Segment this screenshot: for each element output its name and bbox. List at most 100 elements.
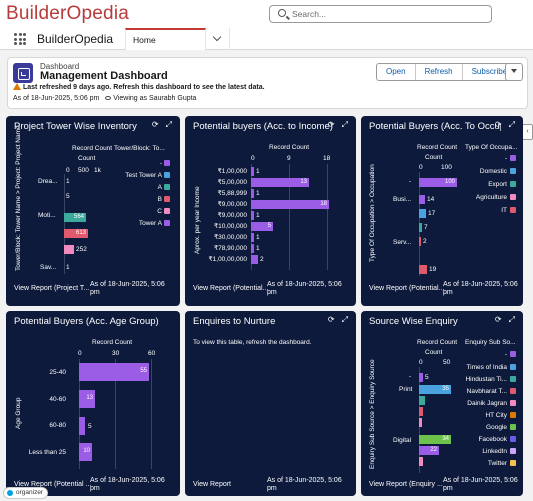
chart-bar[interactable] <box>251 211 254 220</box>
expand-icon[interactable]: ⤢ <box>508 120 515 129</box>
chart-bar[interactable] <box>419 396 425 405</box>
chart-bar[interactable] <box>64 245 74 254</box>
more-actions-dropdown[interactable] <box>505 63 523 81</box>
app-launcher-icon[interactable] <box>14 33 26 45</box>
chart-bar[interactable]: 13 <box>251 178 309 187</box>
data-label: 5 <box>425 374 429 381</box>
chart-bar[interactable] <box>419 223 422 232</box>
view-report-link[interactable]: View Report (Project T... <box>14 285 90 292</box>
chart-bar[interactable]: 55 <box>79 363 149 381</box>
view-report-link[interactable]: View Report (Potential... <box>369 285 445 292</box>
legend-item: LinkedIn <box>482 448 507 455</box>
legend-swatch <box>510 351 516 357</box>
global-search-input[interactable]: Search... <box>269 5 492 23</box>
tick-label: 9 <box>287 155 291 162</box>
category-label: Sav... <box>40 264 57 271</box>
refresh-button[interactable]: Refresh <box>416 64 463 80</box>
page-title: Management Dashboard <box>40 70 168 82</box>
chart-bar[interactable]: 613 <box>64 229 88 238</box>
view-report-link[interactable]: View Report (Potential ... <box>14 481 92 488</box>
app-logo[interactable]: BuilderOpedia <box>6 3 130 24</box>
panel-tower-inventory: Project Tower Wise Inventory ⟳ ⤢ Record C… <box>6 116 180 306</box>
expand-icon[interactable]: ⤢ <box>341 120 348 129</box>
data-label: 7 <box>424 224 428 231</box>
panel-toggle-handle[interactable]: ‹ <box>522 124 533 140</box>
chart-bar[interactable] <box>419 407 423 416</box>
refresh-icon[interactable]: ⟳ <box>494 315 502 324</box>
as-of-text: As of 18-Jun-2025, 5:06 pm Viewing as Sa… <box>13 95 196 102</box>
dashboard-icon <box>13 63 33 83</box>
chart-bar[interactable]: 5 <box>251 222 273 231</box>
data-label: 1 <box>66 178 70 185</box>
panel-title: Potential buyers (Acc. to Income) <box>193 121 333 132</box>
chart-bar[interactable] <box>419 457 423 466</box>
chart-bar[interactable] <box>79 417 85 435</box>
legend-item: IT <box>501 207 507 214</box>
view-report-link[interactable]: View Report (Potential... <box>193 285 269 292</box>
chart-bar[interactable] <box>419 195 425 204</box>
chart-bar[interactable] <box>251 189 254 198</box>
chart-bar[interactable]: 100 <box>419 178 457 187</box>
legend-swatch <box>164 196 170 202</box>
data-label: 2 <box>423 238 427 245</box>
view-report-link[interactable]: View Report <box>193 481 232 488</box>
category-label: Digital <box>393 437 412 444</box>
panel-title: Source Wise Enquiry <box>369 316 458 327</box>
expand-icon[interactable]: ⤢ <box>165 120 172 129</box>
legend-swatch <box>510 448 516 454</box>
legend-item: - <box>159 160 162 167</box>
chevron-down-icon[interactable] <box>206 28 230 50</box>
chart-bar[interactable]: 18 <box>251 200 329 209</box>
category-label: Drea... <box>38 178 58 185</box>
chart-bar[interactable] <box>419 373 423 382</box>
chart-bar[interactable] <box>251 255 258 264</box>
tab-home[interactable]: Home <box>125 28 206 50</box>
chart-bar[interactable] <box>419 237 421 246</box>
refresh-icon[interactable]: ⟳ <box>327 120 335 129</box>
expand-icon[interactable]: ⤢ <box>508 315 515 324</box>
tick-label: 100 <box>441 164 452 171</box>
chart-bar[interactable] <box>251 244 254 253</box>
subscribe-button[interactable]: Subscribe <box>471 67 508 76</box>
open-button[interactable]: Open <box>377 64 416 80</box>
data-label: 13 <box>300 179 307 185</box>
chart-bar[interactable]: 13 <box>79 390 95 408</box>
panel-source-enquiry: Source Wise Enquiry ⟳ ⤢ Record Count Coun… <box>361 311 523 496</box>
data-label: 5 <box>267 223 271 229</box>
legend-item: Dainik Jagran <box>467 400 507 407</box>
expand-icon[interactable]: ⤢ <box>341 315 348 324</box>
chart-bar[interactable] <box>251 233 254 242</box>
legend-swatch <box>510 181 516 187</box>
category-label: Moti... <box>38 212 56 219</box>
y-axis-label: Enquiry Sub Source > Enquiry Source <box>369 359 376 469</box>
axis-title: Record Count <box>269 144 310 151</box>
legend-swatch <box>510 364 516 370</box>
search-placeholder: Search... <box>292 9 327 19</box>
panel-age-group: Potential Buyers (Acc. Age Group) Record… <box>6 311 180 496</box>
chart-bar[interactable] <box>419 209 426 218</box>
chart-bar[interactable]: 564 <box>64 213 86 222</box>
chart-bar[interactable]: 10 <box>79 443 92 461</box>
view-report-link[interactable]: View Report (Enquiry ... <box>369 481 443 488</box>
refresh-icon[interactable]: ⟳ <box>151 120 159 129</box>
organizer-widget[interactable]: organizer <box>3 487 49 499</box>
panel-as-of: As of 18-Jun-2025, 5:06 pm <box>90 281 165 296</box>
legend-swatch <box>510 424 516 430</box>
legend-title: Tower/Block: To... <box>114 145 165 152</box>
data-label: 18 <box>320 201 327 207</box>
data-label: 1 <box>256 234 260 241</box>
chart-bar[interactable] <box>419 418 422 427</box>
chart-bar[interactable]: 22 <box>419 446 439 455</box>
panel-as-of: As of 18-Jun-2025, 5:06 pm <box>90 477 165 492</box>
legend-item: Test Tower A <box>125 172 162 179</box>
data-label: 14 <box>427 196 435 203</box>
chart-bar[interactable] <box>251 167 254 176</box>
chart-bar[interactable]: 34 <box>419 435 451 444</box>
data-label: 5 <box>88 423 92 430</box>
chart-bar[interactable]: 35 <box>419 385 451 394</box>
chart-bar[interactable] <box>419 265 427 274</box>
refresh-icon[interactable]: ⟳ <box>494 120 502 129</box>
refresh-icon[interactable]: ⟳ <box>327 315 335 324</box>
data-label: 35 <box>442 386 449 392</box>
category-label: ₹5,00,000 <box>217 179 247 186</box>
